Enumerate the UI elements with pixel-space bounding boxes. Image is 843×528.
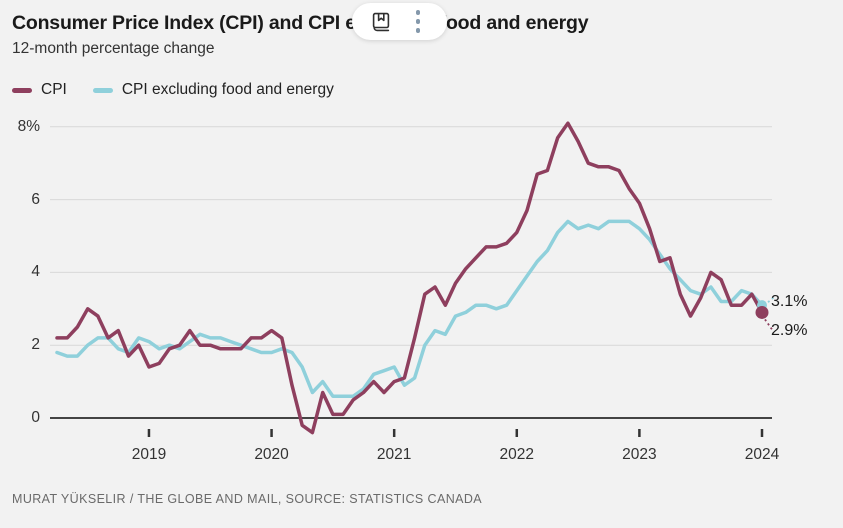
x-axis-label: 2024: [744, 446, 780, 463]
legend-label-core: CPI excluding food and energy: [121, 81, 334, 98]
legend-item-cpi: CPI: [12, 81, 67, 99]
x-axis-label: 2022: [499, 446, 535, 463]
y-axis-label: 8%: [17, 117, 40, 135]
legend-item-core: CPI excluding food and energy: [92, 81, 334, 99]
y-axis-label: 4: [31, 263, 40, 281]
cpi-leader-line: [764, 318, 773, 330]
x-axis-label: 2023: [622, 446, 657, 463]
x-axis-label: 2020: [254, 446, 289, 463]
y-axis-label: 6: [31, 190, 40, 208]
page-title: Consumer Price Index (CPI) and CPI exclu…: [12, 12, 589, 34]
core-leader-line: [767, 296, 775, 303]
kebab-dots: [415, 10, 421, 33]
legend: CPI CPI excluding food and energy: [12, 81, 334, 99]
x-axis-label: 2021: [376, 446, 412, 463]
end-label-cpi: 2.9%: [771, 322, 808, 339]
cpi-end-dot: [755, 305, 769, 319]
y-axis-label: 0: [31, 409, 40, 426]
x-axis-label: 2019: [131, 446, 167, 463]
bookmark-icon[interactable]: [366, 7, 396, 37]
legend-label-cpi: CPI: [41, 81, 67, 98]
credit-line: MURAT YÜKSELIR / THE GLOBE AND MAIL, SOU…: [12, 492, 483, 506]
core-cpi-swatch: [92, 87, 113, 93]
chart-subtitle: 12-month percentage change: [12, 40, 215, 57]
overflow-menu-icon[interactable]: [403, 7, 433, 37]
floating-toolbar: [352, 3, 447, 40]
cpi-swatch: [12, 87, 32, 93]
end-label-core: 3.1%: [771, 293, 808, 310]
y-axis-label: 2: [31, 336, 40, 354]
cpi-line: [55, 121, 764, 435]
